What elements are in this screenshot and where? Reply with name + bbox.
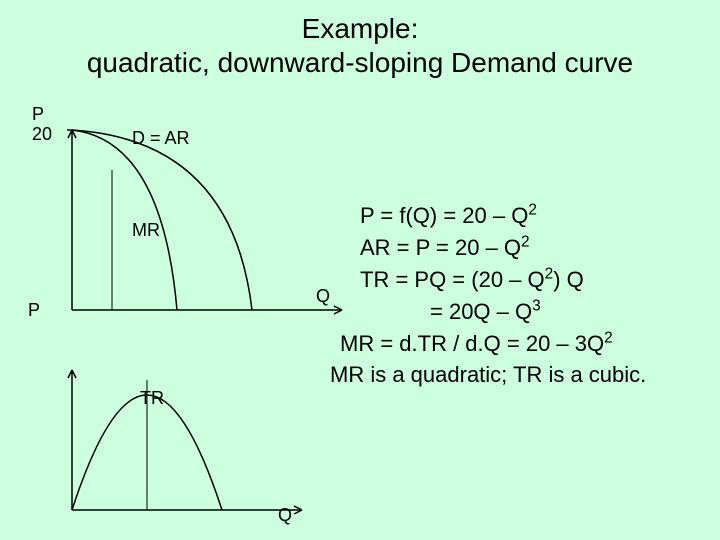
tr-label: TR [140,388,164,409]
eq-MR-sup: 2 [604,329,613,346]
eq-summary: MR is a quadratic; TR is a cubic. [330,359,646,391]
eq-P-text: P = f(Q) = 20 – Q [360,203,528,228]
eq-MR-pre: MR = d.TR / d.Q = 20 – 3Q [340,331,604,356]
mr-label: MR [132,220,160,241]
eq-AR-sup: 2 [521,234,530,251]
p-point-label: P [28,300,40,321]
eq-TR2-sup: 3 [532,297,541,314]
title-line1: Example: [0,12,720,46]
eq-MR: MR = d.TR / d.Q = 20 – 3Q2 [340,328,646,360]
title-line2: quadratic, downward-sloping Demand curve [0,46,720,80]
eq-TR1-sup: 2 [545,265,554,282]
eq-TR1-pre: TR = PQ = (20 – Q [360,267,545,292]
y-axis-label-P: P [32,104,44,125]
eq-TR1: TR = PQ = (20 – Q2) Q [360,264,646,296]
eq-P: P = f(Q) = 20 – Q2 [360,200,646,232]
equations-block: P = f(Q) = 20 – Q2 AR = P = 20 – Q2 TR =… [360,200,646,391]
eq-TR1-post: ) Q [553,267,584,292]
eq-TR2: = 20Q – Q3 [360,296,646,328]
eq-TR2-pre: = 20Q – Q [430,299,532,324]
eq-AR: AR = P = 20 – Q2 [360,232,646,264]
slide-title: Example: quadratic, downward-sloping Dem… [0,0,720,79]
graphs: P 20 D = AR MR Q P TR Q [32,110,352,535]
eq-P-sup: 2 [528,202,537,219]
demand-label: D = AR [132,128,190,149]
x-axis-label-Q-bottom: Q [278,505,292,526]
eq-AR-text: AR = P = 20 – Q [360,235,521,260]
x-axis-label-Q-top: Q [316,286,330,307]
y-tick-20: 20 [32,124,52,145]
graph-svg [32,110,352,530]
